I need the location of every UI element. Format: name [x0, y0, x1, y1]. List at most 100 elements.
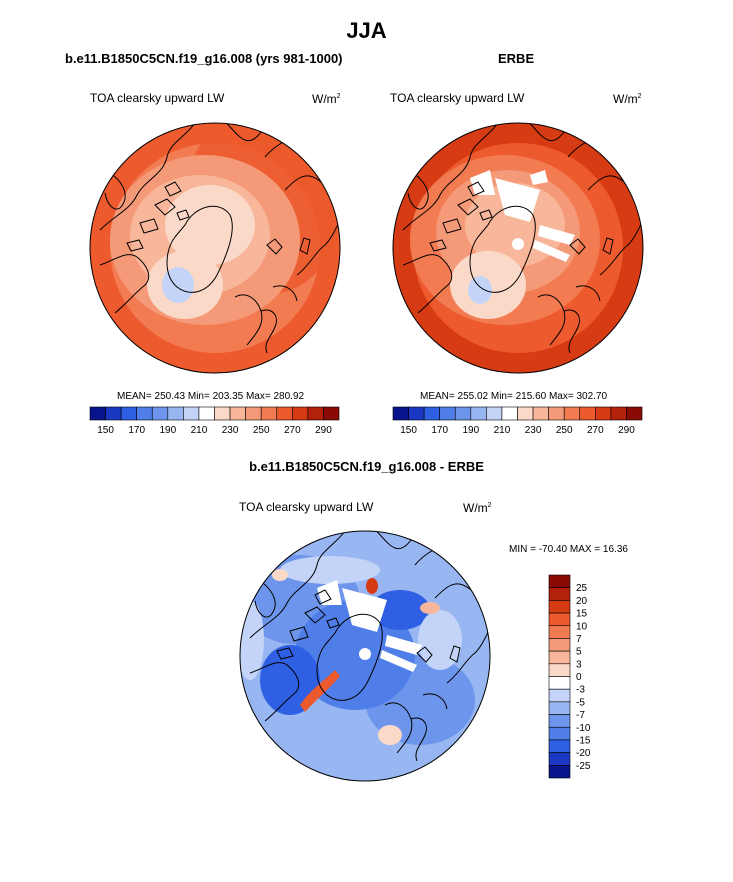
left-map-greenland-cold [162, 267, 194, 303]
colorbar-tick-label: 150 [400, 425, 417, 436]
colorbar-box [323, 406, 340, 421]
colorbar-box [548, 600, 571, 614]
colorbar-box [198, 406, 215, 421]
left-units-label: W/m2 [312, 92, 341, 106]
colorbar-box [548, 765, 571, 779]
colorbar-tick-label: 25 [576, 583, 588, 594]
diff-missing-wedge [380, 650, 417, 672]
colorbar-box [136, 406, 153, 421]
right-variable-label: TOA clearsky upward LW [390, 91, 525, 105]
left-variable-label: TOA clearsky upward LW [90, 91, 225, 105]
colorbar-tick-label: 290 [618, 425, 635, 436]
colorbar-box [183, 406, 200, 421]
colorbar-box [548, 663, 571, 677]
colorbar-box [151, 406, 169, 421]
right-missing-wedge [530, 170, 548, 185]
colorbar-box [548, 638, 571, 652]
diff-missing-wedge [342, 588, 387, 632]
colorbar-box [548, 574, 571, 588]
colorbar-tick-label: 230 [525, 425, 542, 436]
colorbar-box [517, 406, 534, 421]
diff-map-neutral-band [280, 556, 380, 584]
diff-units-label: W/m2 [463, 501, 492, 515]
colorbar-tick-label: 250 [253, 425, 270, 436]
colorbar-box [260, 406, 278, 421]
colorbar-box [501, 406, 518, 421]
right-stats: MEAN= 255.02 Min= 215.60 Max= 302.70 [420, 391, 608, 402]
colorbar-box [563, 406, 581, 421]
colorbar-tick-label: 270 [587, 425, 604, 436]
colorbar-tick-label: 270 [284, 425, 301, 436]
colorbar-tick-label: 7 [576, 634, 582, 645]
left-map-border [89, 122, 341, 374]
colorbar-box [245, 406, 262, 421]
diff-map-positive-spot [272, 569, 288, 581]
colorbar-tick-label: -7 [576, 710, 585, 721]
colorbar-box [610, 406, 627, 421]
diff-missing-wedge [317, 580, 342, 605]
colorbar-box [423, 406, 440, 421]
right-map-border [392, 122, 644, 374]
diff-missing-pole [359, 648, 371, 660]
right-missing-wedge [470, 170, 495, 195]
colorbar-box [307, 406, 324, 421]
colorbar-tick-label: 150 [97, 425, 114, 436]
colorbar-box [595, 406, 612, 421]
left-map-central-arctic [165, 185, 255, 265]
colorbar-box [548, 726, 571, 741]
diff-map-positive-spot [378, 725, 402, 745]
colorbar-tick-label: 5 [576, 647, 582, 658]
colorbar-tick-label: 190 [462, 425, 479, 436]
colorbar-tick-label: 250 [556, 425, 573, 436]
colorbar-box [548, 676, 571, 690]
left-stats: MEAN= 250.43 Min= 203.35 Max= 280.92 [117, 391, 305, 402]
right-panel-title: ERBE [498, 51, 535, 66]
colorbar-tick-label: -3 [576, 685, 585, 696]
diff-map-border [239, 530, 491, 782]
colorbar-tick-label: 210 [191, 425, 208, 436]
colorbar-box [89, 406, 106, 421]
colorbar-box [470, 406, 487, 421]
colorbar-box [548, 752, 571, 766]
colorbar-box [548, 650, 571, 665]
colorbar-box [392, 406, 409, 421]
colorbar-tick-label: 290 [315, 425, 332, 436]
diff-map-missing-wedges [317, 580, 422, 672]
diff-missing-wedge [385, 635, 422, 655]
colorbar-box [548, 688, 571, 703]
colorbar-box [548, 625, 571, 639]
right-missing-wedge [538, 225, 575, 245]
colorbar-box [229, 406, 246, 421]
colorbar-tick-label: 15 [576, 609, 588, 620]
colorbar-box [120, 406, 137, 421]
left-panel-title: b.e11.B1850C5CN.f19_g16.008 (yrs 981-100… [65, 51, 343, 66]
colorbar-box [292, 406, 309, 421]
colorbar-box [532, 406, 549, 421]
colorbar-box [548, 587, 571, 601]
diff-map-positive-spot [366, 578, 378, 594]
right-missing-wedge [533, 240, 570, 262]
colorbar-tick-label: -10 [576, 723, 591, 734]
colorbar-box [276, 406, 293, 421]
right-map-greenland-cold [468, 276, 492, 304]
colorbar-tick-label: 20 [576, 596, 588, 607]
colorbar-box [548, 714, 571, 728]
left-map [90, 123, 340, 373]
left-colorbar: 150 170 190 210 230 250 270 290 [89, 406, 340, 436]
right-units-label: W/m2 [613, 92, 642, 106]
colorbar-tick-label: 3 [576, 659, 582, 670]
diff-map-positive-spot [420, 602, 440, 614]
diff-map-ocean-basin [260, 645, 320, 715]
colorbar-tick-label: -25 [576, 761, 591, 772]
colorbar-tick-label: 210 [494, 425, 511, 436]
colorbar-tick-label: 230 [222, 425, 239, 436]
diff-variable-label: TOA clearsky upward LW [239, 500, 374, 514]
colorbar-box [439, 406, 456, 421]
colorbar-tick-label: 170 [431, 425, 448, 436]
diff-map [240, 531, 490, 781]
colorbar-box [548, 739, 571, 753]
figure-title: JJA [346, 18, 387, 43]
diff-map-greenland-positive [300, 670, 340, 712]
